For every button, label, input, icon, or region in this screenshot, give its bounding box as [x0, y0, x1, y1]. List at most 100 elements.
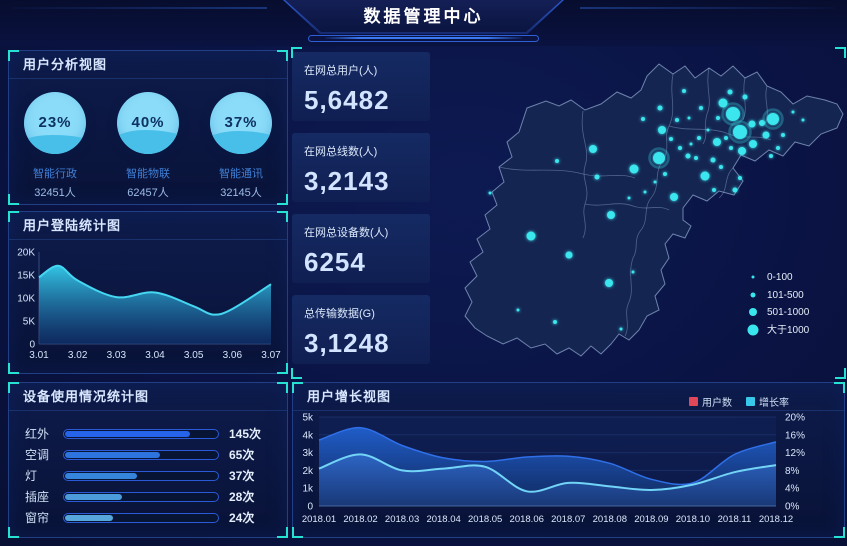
svg-text:12%: 12% [785, 448, 805, 459]
bar-fill [65, 514, 113, 521]
map-bubble [657, 105, 663, 111]
stat-label: 在网总线数(人) [304, 146, 378, 158]
map-bubble [729, 146, 733, 150]
svg-text:5K: 5K [23, 317, 36, 328]
map-bubble [682, 89, 686, 93]
svg-text:0: 0 [29, 340, 35, 351]
map-bubble [589, 145, 597, 153]
map-bubble [605, 279, 613, 287]
bar-value: 24次 [229, 511, 255, 525]
map-bubble [653, 152, 665, 164]
map-land [464, 63, 844, 357]
gauge-percent: 23% [38, 114, 72, 132]
map-bubble-halo [648, 147, 670, 169]
map-bubble [685, 153, 691, 159]
map-legend-dot [751, 275, 755, 279]
map-bubble [748, 120, 756, 128]
map-bubble [663, 172, 667, 176]
map-bubble [716, 116, 720, 120]
map-bubble [769, 154, 773, 158]
svg-text:2018.10: 2018.10 [676, 514, 710, 525]
svg-text:2k: 2k [302, 466, 314, 477]
gauge-label: 智能行政 [33, 168, 77, 180]
device-bar-row: 灯 37次 [25, 465, 273, 486]
device-bar-row: 红外 145次 [25, 423, 273, 444]
bar-track [63, 428, 219, 439]
map-district-border [718, 167, 734, 199]
map-bubble [694, 156, 698, 160]
gauge-label: 智能通讯 [219, 168, 263, 180]
svg-text:3.01: 3.01 [29, 350, 49, 361]
legend-item[interactable]: 用户数 [689, 394, 732, 409]
legend-item[interactable]: 增长率 [746, 394, 789, 409]
map-bubble [619, 327, 623, 331]
stat-value: 3,2143 [304, 166, 390, 196]
map-bubble [719, 165, 723, 169]
liquid-gauge: 37% 智能通讯 32145人 [202, 92, 280, 200]
svg-text:2018.08: 2018.08 [593, 514, 627, 525]
bar-track [63, 449, 219, 460]
map-bubble [713, 138, 721, 146]
map-bubble [738, 147, 746, 155]
map-bubble [699, 106, 703, 110]
region-map: 0-100 101-500 501-1000 大于1000 [433, 48, 845, 378]
header-left-line [12, 7, 267, 9]
map-bubble [710, 157, 716, 163]
map-bubble [555, 159, 559, 163]
panel-title: 设备使用情况统计图 [9, 383, 287, 411]
map-svg: 0-100 101-500 501-1000 大于1000 [464, 63, 844, 357]
device-bar-row: 插座 28次 [25, 486, 273, 507]
login-area-chart: 0 5K 10K 15K 20K 3.01 3.02 3.03 3.04 3.05 3.06 3.07 [17, 248, 281, 362]
map-bubble [742, 94, 748, 100]
stat-label: 在网总设备数(人) [304, 227, 389, 239]
map-bubble [627, 196, 631, 200]
map-bubble [653, 180, 657, 184]
bar-fill [65, 493, 122, 500]
bar-track [63, 512, 219, 523]
svg-text:20K: 20K [17, 248, 35, 259]
liquid-gauge: 40% 智能物联 62457人 [109, 92, 187, 200]
svg-text:3.07: 3.07 [261, 350, 281, 361]
legend-swatch [746, 397, 755, 406]
map-bubble [776, 146, 780, 150]
stat-card: 在网总设备数(人) 6254 [292, 214, 430, 283]
svg-text:2018.11: 2018.11 [718, 514, 752, 525]
svg-text:2018.01: 2018.01 [302, 514, 336, 525]
bar-track [63, 491, 219, 502]
map-district-border [668, 125, 772, 141]
map-district-border [662, 73, 674, 161]
bar-label: 插座 [25, 490, 50, 504]
map-bubble [697, 136, 701, 140]
svg-text:1k: 1k [302, 484, 314, 495]
map-bubble [727, 89, 733, 95]
bar-value: 145次 [229, 427, 262, 441]
map-district-border [742, 77, 746, 121]
stat-value: 6254 [304, 247, 366, 277]
bar-label: 灯 [25, 469, 38, 483]
stat-card: 总传输数据(G) 3,1248 [292, 295, 430, 364]
map-bubble [631, 270, 635, 274]
bar-fill [65, 430, 190, 437]
map-bubble [733, 125, 747, 139]
panel-title: 用户分析视图 [9, 51, 287, 79]
svg-text:4%: 4% [785, 484, 800, 495]
gauge-circle: 40% [117, 92, 179, 154]
svg-text:3.03: 3.03 [107, 350, 127, 361]
gauge-circle: 37% [210, 92, 272, 154]
stat-card: 在网总用户(人) 5,6482 [292, 52, 430, 121]
map-bubble [738, 176, 742, 180]
gauge-count: 32145人 [220, 187, 262, 199]
legend-label: 用户数 [702, 398, 732, 409]
legend-swatch [689, 397, 698, 406]
svg-text:0%: 0% [785, 502, 800, 513]
map-bubble [641, 117, 645, 121]
stat-label: 在网总用户(人) [304, 65, 378, 77]
gauge-count: 32451人 [34, 187, 76, 199]
bar-fill [65, 451, 161, 458]
svg-text:0: 0 [307, 502, 313, 513]
growth-chart-legend: 用户数 增长率 [689, 394, 789, 409]
corner-bracket [8, 527, 19, 538]
gauge-group: 23% 智能行政 32451人 40% 智能物联 62457人 37% 智能通讯 32145人 [9, 92, 287, 200]
map-bubble [675, 118, 679, 122]
